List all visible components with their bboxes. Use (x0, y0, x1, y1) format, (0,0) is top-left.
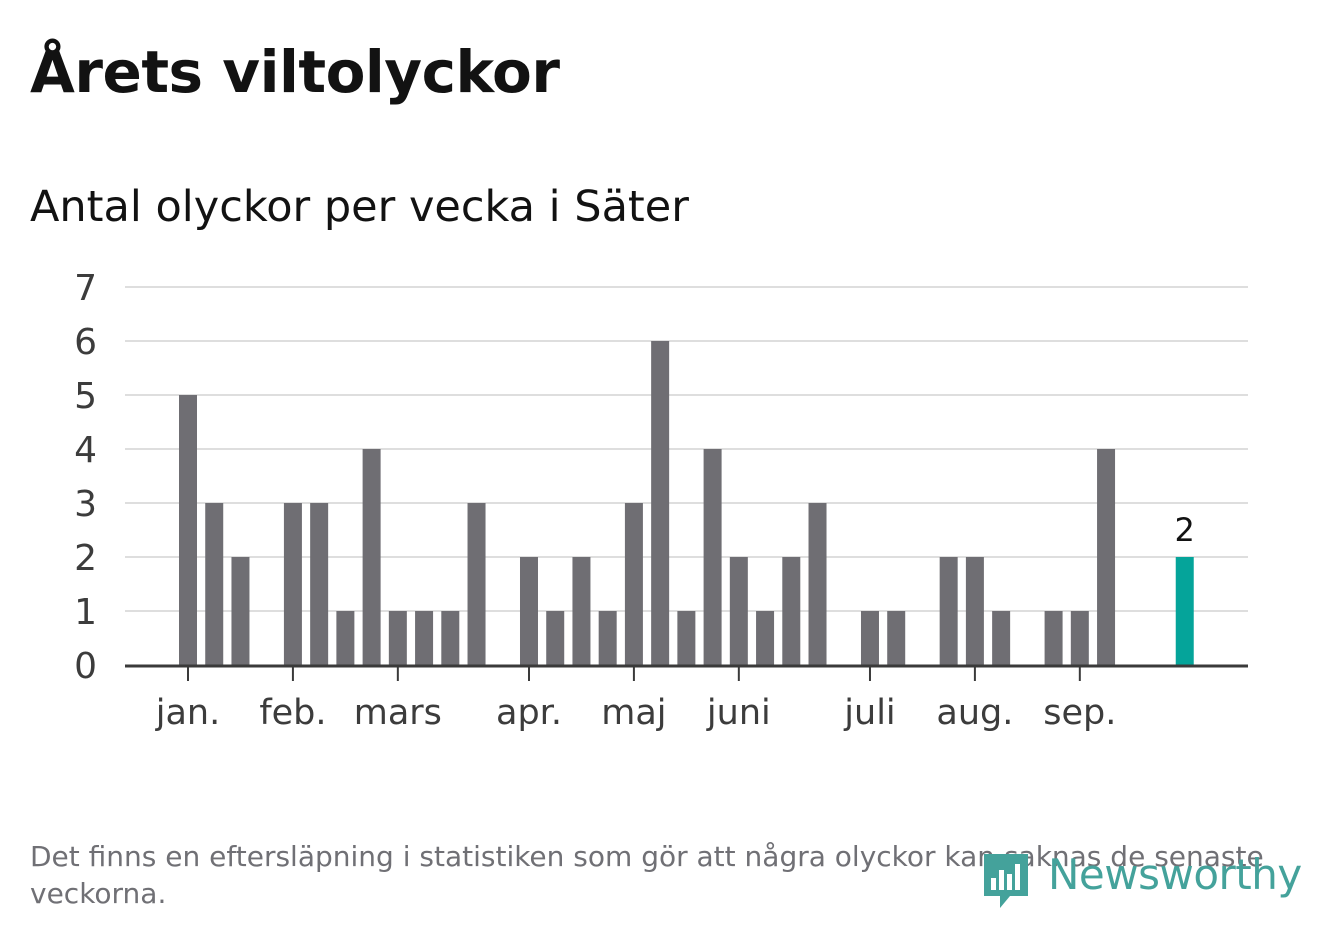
bar (651, 341, 670, 665)
y-tick-label: 3 (74, 484, 97, 525)
bar-chart: 0 1 2 3 4 5 6 7 jan. feb. mars apr. maj juni juli aug.… (74, 268, 1248, 733)
bar (388, 611, 407, 665)
bar (1044, 611, 1063, 665)
bar (598, 611, 617, 665)
y-axis-ticks: 0 1 2 3 4 5 6 7 (74, 268, 97, 687)
bar (782, 557, 801, 665)
chart-subtitle: Antal olyckor per vecka i Säter (30, 182, 689, 232)
bar (179, 395, 197, 665)
bar (808, 503, 827, 665)
y-tick-label: 0 (74, 646, 97, 687)
bar (546, 611, 565, 665)
y-tick-label: 6 (74, 322, 97, 363)
footnote: Det finns en eftersläpning i statistiken… (30, 840, 1264, 910)
bar (519, 557, 538, 665)
bar (703, 449, 722, 665)
bar (860, 611, 879, 665)
bar (965, 557, 984, 665)
bar (441, 611, 460, 665)
data-label: 2 (1175, 511, 1195, 549)
brand-name: Newsworthy (1048, 850, 1302, 899)
x-tick-label: juli (843, 693, 895, 733)
bar (1097, 449, 1116, 665)
bar (310, 503, 329, 665)
bar (415, 611, 434, 665)
x-tick-label: juni (706, 693, 771, 733)
x-axis-ticks: jan. feb. mars apr. maj juni juli aug. sep. (155, 667, 1116, 733)
bar (992, 611, 1011, 665)
bar (283, 503, 302, 665)
y-tick-label: 1 (74, 592, 97, 633)
bar (467, 503, 486, 665)
newsworthy-logo: Newsworthy (980, 848, 1302, 916)
bar-highlight (1175, 557, 1194, 665)
bar (624, 503, 643, 665)
y-tick-label: 2 (74, 538, 97, 579)
bar (205, 503, 224, 665)
bars (179, 341, 1194, 665)
x-tick-label: jan. (155, 693, 220, 733)
x-tick-label: maj (601, 693, 666, 733)
bar (729, 557, 748, 665)
x-tick-label: sep. (1043, 693, 1116, 733)
bar (362, 449, 381, 665)
bar (756, 611, 775, 665)
data-labels: 2 (1175, 511, 1195, 549)
y-tick-label: 7 (74, 268, 97, 309)
y-tick-label: 5 (74, 376, 97, 417)
bar (677, 611, 696, 665)
bar (336, 611, 355, 665)
bar (1070, 611, 1089, 665)
x-tick-label: apr. (496, 693, 562, 733)
bar (572, 557, 591, 665)
bar (939, 557, 958, 665)
y-tick-label: 4 (74, 430, 97, 471)
chart-title: Årets viltolyckor (30, 38, 560, 106)
x-tick-label: mars (354, 693, 442, 733)
bar (231, 557, 250, 665)
bar-chart-speech-bubble-icon (984, 854, 1028, 908)
x-tick-label: aug. (936, 693, 1013, 733)
x-tick-label: feb. (259, 693, 326, 733)
bar (887, 611, 906, 665)
